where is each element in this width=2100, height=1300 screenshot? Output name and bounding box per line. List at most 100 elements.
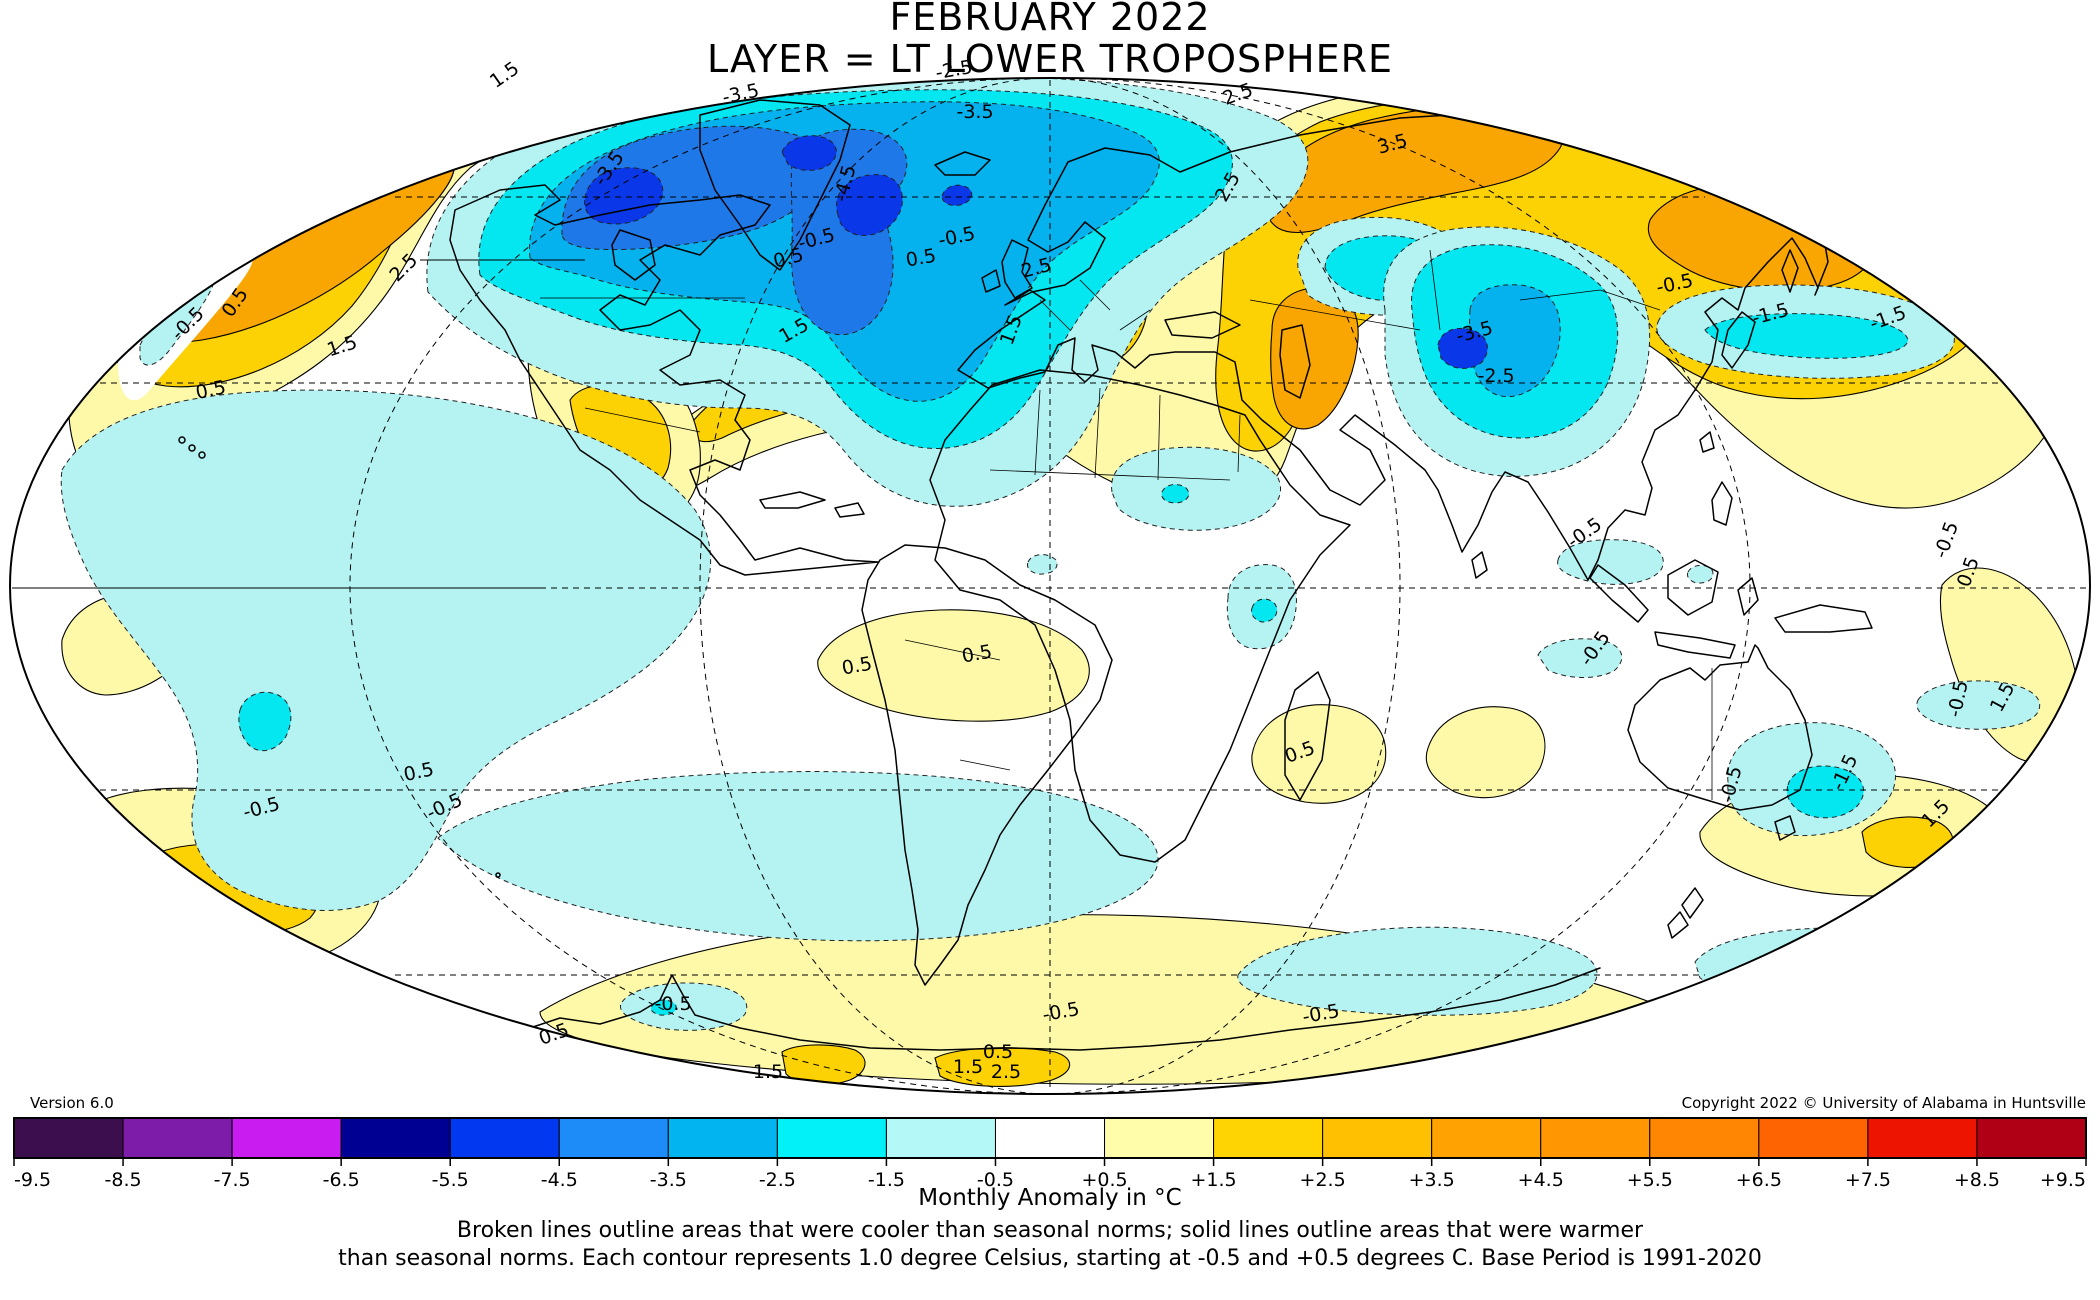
hispaniola-coast [834, 502, 865, 518]
small-island [117, 866, 123, 872]
country-borders [540, 249, 1713, 800]
colorbar-tick-label: -0.5 [977, 1169, 1014, 1191]
colorbar-cell [1758, 1117, 1869, 1159]
anomaly-region [238, 691, 292, 752]
colorbar-tick-label: +4.5 [1518, 1169, 1564, 1191]
africa-coast [929, 369, 1351, 863]
anomaly-region [941, 184, 973, 206]
colorbar-cell [1540, 1117, 1651, 1159]
colorbar-cell [1649, 1117, 1760, 1159]
hudson-bay-coast [611, 229, 656, 281]
colorbar-frame [13, 1117, 2087, 1159]
colorbar-cell [776, 1117, 887, 1159]
sri-lanka-coast [1471, 551, 1488, 579]
borneo-coast [1667, 559, 1719, 616]
colorbar-tick-label: -4.5 [541, 1169, 578, 1191]
anomaly-region [1251, 598, 1278, 623]
colorbar-axis-label: Monthly Anomaly in °C [918, 1185, 1181, 1211]
colorbar-cell [1867, 1117, 1978, 1159]
anomaly-region [1687, 564, 1714, 584]
colorbar-cell [1976, 1117, 2087, 1159]
colorbar-tick-label: +7.5 [1845, 1169, 1891, 1191]
new-guinea-coast [1774, 604, 1873, 633]
colorbar-tick-labels: -9.5 -8.5 -7.5 -6.5 -5.5 -4.5 -3.5 -2.5 -1.5 -0.5… [13, 1158, 2087, 1191]
anomaly-region [1537, 638, 1623, 678]
new-zealand-coast [1667, 887, 1704, 939]
colorbar [13, 1117, 2087, 1159]
japan-coast [1721, 311, 1756, 369]
anomaly-region [1916, 680, 2041, 730]
cuba-coast [759, 491, 826, 509]
anomaly-region [817, 609, 1090, 722]
sakhalin-coast [1781, 249, 1799, 293]
black-sea-coast [1164, 311, 1241, 339]
colorbar-cell [340, 1117, 451, 1159]
colorbar-cell [449, 1117, 560, 1159]
contour-value-label: 1.5 [486, 57, 523, 92]
colorbar-cell [667, 1117, 778, 1159]
colorbar-cell [1431, 1117, 1542, 1159]
colorbar-tick-label: +3.5 [1409, 1169, 1455, 1191]
caption-line-1: Broken lines outline areas that were coo… [457, 1218, 1644, 1243]
contour-value-label: 0.5 [840, 653, 874, 680]
taiwan-coast [1699, 431, 1715, 453]
philippines-coast [1711, 481, 1733, 526]
colorbar-tick-label: -3.5 [650, 1169, 687, 1191]
title-line-2: LAYER = LT LOWER TROPOSPHERE [707, 37, 1393, 81]
north-america-coast [449, 184, 879, 576]
anomaly-region [60, 389, 711, 911]
anomaly-region [650, 999, 677, 1016]
contour-value-label: 2.5 [991, 1061, 1021, 1083]
colorbar-tick-label: -8.5 [105, 1169, 142, 1191]
colorbar-tick-label: +0.5 [1081, 1169, 1127, 1191]
anomaly-region [1425, 706, 1546, 799]
anomaly-region [1786, 765, 1864, 819]
ireland-coast [981, 269, 1001, 293]
colorbar-tick-label: -1.5 [868, 1169, 905, 1191]
anomaly-region [139, 275, 214, 366]
graticule [12, 78, 2088, 1094]
contour-value-label: 1.5 [953, 1056, 983, 1078]
caption-line-2: than seasonal norms. Each contour repres… [338, 1246, 1762, 1271]
colorbar-tick-label: -9.5 [14, 1169, 51, 1191]
colorbar-tick-label: +8.5 [1954, 1169, 2000, 1191]
contour-value-label: -2.5 [1477, 365, 1514, 387]
eurasia-coast [957, 111, 1889, 581]
colorbar-cell [885, 1117, 996, 1159]
anomaly-region [1265, 105, 1565, 234]
anomaly-region [437, 771, 1159, 942]
version-label: Version 6.0 [30, 1094, 114, 1112]
contour-value-label: -3.5 [956, 101, 993, 123]
australia-coast [1627, 644, 1813, 811]
colorbar-cell [122, 1117, 233, 1159]
madagascar-coast [1284, 671, 1331, 801]
coastlines [117, 99, 1889, 1051]
colorbar-cell [1322, 1117, 1433, 1159]
anomaly-region [1237, 926, 1598, 1016]
copyright-label: Copyright 2022 © University of Alabama i… [1682, 1094, 2086, 1112]
anomaly-region [781, 135, 837, 171]
anomaly-region [1437, 327, 1488, 369]
iceland-coast [934, 151, 991, 176]
colorbar-cell [13, 1117, 124, 1159]
colorbar-tick-label: +2.5 [1300, 1169, 1346, 1191]
contour-value-label: 0.5 [904, 245, 938, 272]
colorbar-tick-label: -5.5 [432, 1169, 469, 1191]
anomaly-region [836, 174, 903, 236]
anomaly-region [1704, 313, 1909, 359]
contour-value-label: -0.5 [654, 993, 691, 1015]
contour-value-label: 0.5 [960, 641, 994, 668]
colorbar-tick-label: +9.5 [2040, 1169, 2086, 1191]
anomaly-region [1027, 554, 1058, 575]
contour-value-label: 1.5 [753, 1061, 783, 1083]
hawaii-islands [178, 436, 206, 459]
title-line-1: FEBRUARY 2022 [889, 0, 1210, 39]
greenland-coast [699, 99, 851, 271]
uk-coast [1001, 239, 1033, 299]
colorbar-cell [1213, 1117, 1324, 1159]
anomaly-region [584, 167, 664, 225]
south-america-coast [861, 544, 1113, 986]
globe-outline [9, 77, 2091, 1095]
colorbar-cell [558, 1117, 669, 1159]
